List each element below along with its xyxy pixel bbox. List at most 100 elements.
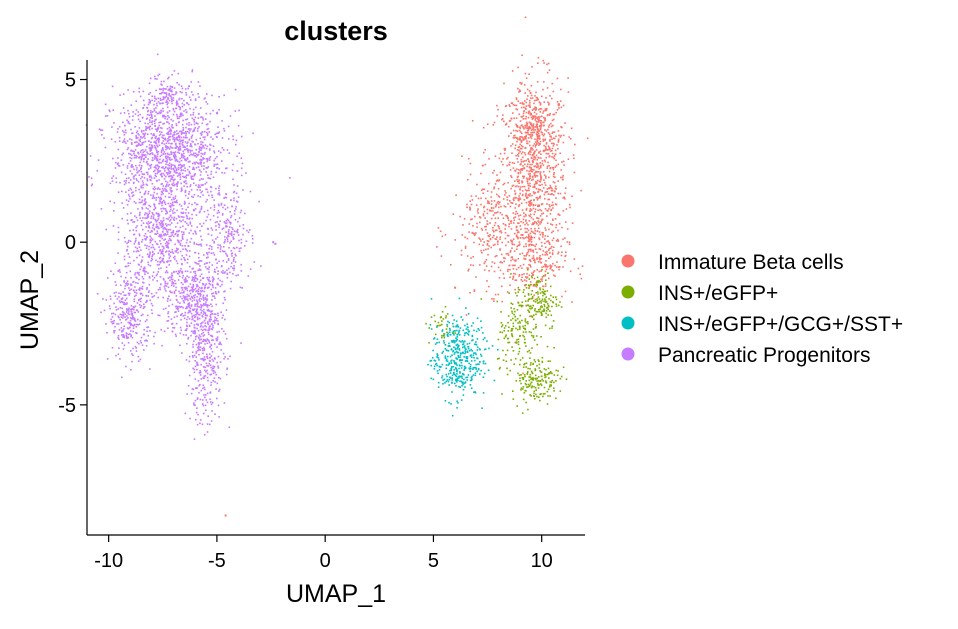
data-point: [190, 153, 192, 156]
data-point: [168, 205, 171, 207]
data-point: [176, 249, 178, 251]
data-point: [549, 243, 551, 245]
data-point: [217, 216, 219, 219]
data-point: [180, 182, 182, 185]
data-point: [473, 356, 475, 359]
data-point: [182, 219, 184, 221]
data-point: [125, 271, 128, 274]
data-point: [556, 261, 558, 263]
data-point: [215, 292, 217, 294]
data-point: [133, 233, 135, 236]
data-point: [185, 254, 188, 256]
data-point: [156, 158, 159, 160]
data-point: [223, 127, 225, 130]
data-point: [478, 329, 481, 331]
data-point: [208, 157, 211, 160]
data-point: [550, 294, 552, 297]
data-point: [200, 260, 203, 262]
data-point: [158, 111, 161, 113]
data-point: [479, 373, 481, 375]
data-point: [519, 214, 522, 216]
data-point: [136, 219, 139, 222]
data-point: [204, 151, 206, 154]
data-point: [579, 273, 581, 276]
data-point: [557, 229, 559, 232]
data-point: [465, 351, 467, 353]
data-point: [535, 144, 537, 146]
data-point: [535, 125, 538, 127]
data-point: [194, 99, 197, 102]
data-point: [124, 287, 126, 290]
data-point: [473, 329, 475, 332]
data-point: [452, 325, 455, 328]
data-point: [167, 260, 169, 262]
data-point: [214, 316, 216, 319]
data-point: [184, 159, 186, 161]
data-point: [186, 111, 188, 113]
data-point: [523, 175, 526, 178]
data-point: [198, 96, 200, 98]
data-point: [434, 343, 437, 345]
data-point: [456, 364, 458, 367]
data-point: [545, 369, 547, 371]
data-point: [126, 249, 128, 252]
data-point: [527, 196, 529, 199]
data-point: [565, 208, 568, 210]
data-point: [533, 102, 535, 105]
data-point: [510, 220, 513, 222]
data-point: [545, 279, 547, 281]
data-point: [146, 160, 148, 163]
data-point: [181, 139, 183, 142]
data-point: [510, 273, 512, 275]
data-point: [126, 165, 129, 167]
data-point: [206, 167, 209, 169]
data-point: [153, 120, 156, 123]
data-point: [165, 290, 167, 292]
data-point: [135, 276, 137, 279]
data-point: [499, 366, 501, 369]
data-point: [169, 255, 172, 257]
data-point: [538, 310, 541, 313]
data-point: [515, 225, 518, 228]
data-point: [161, 224, 163, 227]
data-point: [227, 125, 230, 128]
data-point: [142, 222, 145, 224]
data-point: [432, 349, 434, 352]
data-point: [167, 245, 169, 248]
data-point: [498, 277, 501, 279]
data-point: [524, 324, 526, 327]
data-point: [121, 301, 124, 303]
data-point: [546, 250, 548, 253]
data-point: [174, 164, 176, 167]
data-point: [180, 112, 183, 115]
data-point: [528, 111, 530, 113]
data-point: [161, 237, 163, 240]
data-point: [160, 233, 162, 236]
data-point: [498, 196, 501, 198]
data-point: [245, 172, 247, 174]
data-point: [127, 312, 129, 315]
data-point: [176, 172, 178, 174]
data-point: [547, 303, 549, 305]
data-point: [529, 200, 532, 202]
data-point: [130, 276, 132, 279]
data-point: [131, 308, 133, 310]
data-point: [211, 358, 214, 361]
data-point: [533, 385, 535, 388]
data-point: [514, 292, 517, 294]
data-point: [532, 115, 534, 117]
data-point: [528, 128, 530, 130]
data-point: [142, 186, 144, 189]
data-point: [539, 143, 541, 145]
data-point: [586, 137, 589, 140]
data-point: [155, 135, 157, 138]
data-point: [502, 359, 505, 361]
data-point: [547, 304, 550, 307]
data-point: [170, 153, 173, 155]
data-point: [154, 169, 156, 172]
data-point: [166, 183, 168, 186]
data-point: [146, 314, 149, 317]
data-point: [528, 274, 531, 276]
data-point: [518, 199, 520, 202]
data-point: [183, 110, 185, 112]
